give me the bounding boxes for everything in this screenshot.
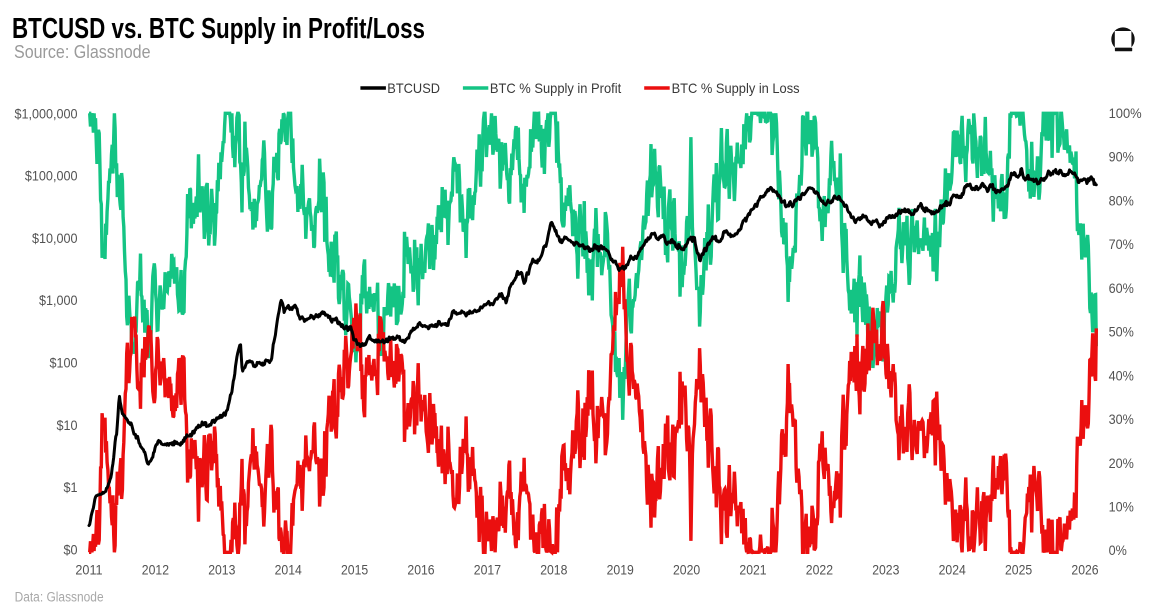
- svg-text:2022: 2022: [806, 562, 833, 578]
- svg-text:70%: 70%: [1109, 236, 1134, 252]
- svg-text:90%: 90%: [1109, 149, 1134, 165]
- svg-text:2024: 2024: [939, 562, 966, 578]
- svg-text:40%: 40%: [1109, 367, 1134, 383]
- svg-text:$1,000: $1,000: [39, 292, 78, 308]
- svg-text:$0: $0: [64, 541, 78, 557]
- svg-text:100%: 100%: [1109, 105, 1142, 121]
- svg-text:2015: 2015: [341, 562, 368, 578]
- svg-text:2023: 2023: [872, 562, 899, 578]
- svg-text:2025: 2025: [1005, 562, 1032, 578]
- svg-text:BTC % Supply in Profit: BTC % Supply in Profit: [490, 80, 621, 96]
- svg-text:$1: $1: [64, 479, 78, 495]
- svg-text:$10: $10: [57, 417, 78, 433]
- svg-text:10%: 10%: [1109, 499, 1134, 515]
- svg-text:Source: Glassnode: Source: Glassnode: [14, 42, 151, 62]
- svg-text:2014: 2014: [275, 562, 302, 578]
- svg-text:$100,000: $100,000: [25, 168, 78, 184]
- svg-text:0%: 0%: [1109, 542, 1127, 558]
- svg-text:$100: $100: [50, 355, 78, 371]
- svg-text:30%: 30%: [1109, 411, 1134, 427]
- svg-text:2020: 2020: [673, 562, 700, 578]
- svg-text:$10,000: $10,000: [32, 230, 78, 246]
- svg-text:BTCUSD vs. BTC Supply in Profi: BTCUSD vs. BTC Supply in Profit/Loss: [12, 13, 425, 45]
- svg-text:80%: 80%: [1109, 192, 1134, 208]
- svg-text:2012: 2012: [142, 562, 169, 578]
- svg-text:2011: 2011: [75, 562, 102, 578]
- svg-text:2017: 2017: [474, 562, 501, 578]
- svg-text:2021: 2021: [739, 562, 766, 578]
- svg-text:2019: 2019: [607, 562, 634, 578]
- svg-text:Data: Glassnode: Data: Glassnode: [15, 590, 104, 605]
- svg-text:BTCUSD: BTCUSD: [387, 80, 440, 96]
- svg-text:50%: 50%: [1109, 324, 1134, 340]
- svg-text:2018: 2018: [540, 562, 567, 578]
- svg-text:2026: 2026: [1071, 562, 1098, 578]
- svg-text:2016: 2016: [407, 562, 434, 578]
- svg-text:20%: 20%: [1109, 455, 1134, 471]
- svg-text:$1,000,000: $1,000,000: [15, 105, 78, 121]
- svg-text:60%: 60%: [1109, 280, 1134, 296]
- svg-text:2013: 2013: [208, 562, 235, 578]
- svg-text:BTC % Supply in Loss: BTC % Supply in Loss: [672, 80, 800, 96]
